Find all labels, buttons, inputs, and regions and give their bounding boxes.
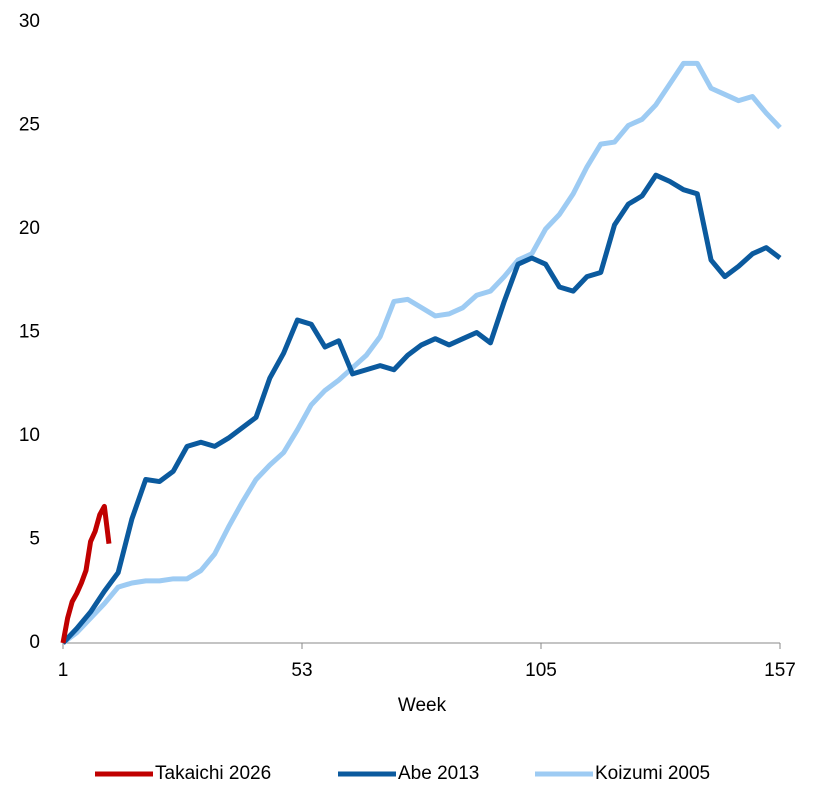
y-tick-label: 5 <box>29 529 40 550</box>
series-line <box>61 172 782 645</box>
y-tick-label: 20 <box>19 218 40 239</box>
x-tick-label: 157 <box>764 660 796 681</box>
series-line <box>60 503 112 644</box>
y-tick-label: 10 <box>19 425 40 446</box>
y-tick-label: 0 <box>29 632 40 653</box>
y-tick-label: 15 <box>19 322 40 343</box>
x-tick-label: 105 <box>525 660 557 681</box>
legend-label: Abe 2013 <box>398 763 479 784</box>
x-tick-label: 53 <box>291 660 312 681</box>
legend-label: Takaichi 2026 <box>155 763 271 784</box>
x-axis-label: Week <box>398 695 447 716</box>
y-tick-label: 30 <box>19 11 40 32</box>
series-line <box>61 60 782 645</box>
x-tick-label: 1 <box>58 660 69 681</box>
y-tick-label: 25 <box>19 115 40 136</box>
legend-label: Koizumi 2005 <box>595 763 710 784</box>
